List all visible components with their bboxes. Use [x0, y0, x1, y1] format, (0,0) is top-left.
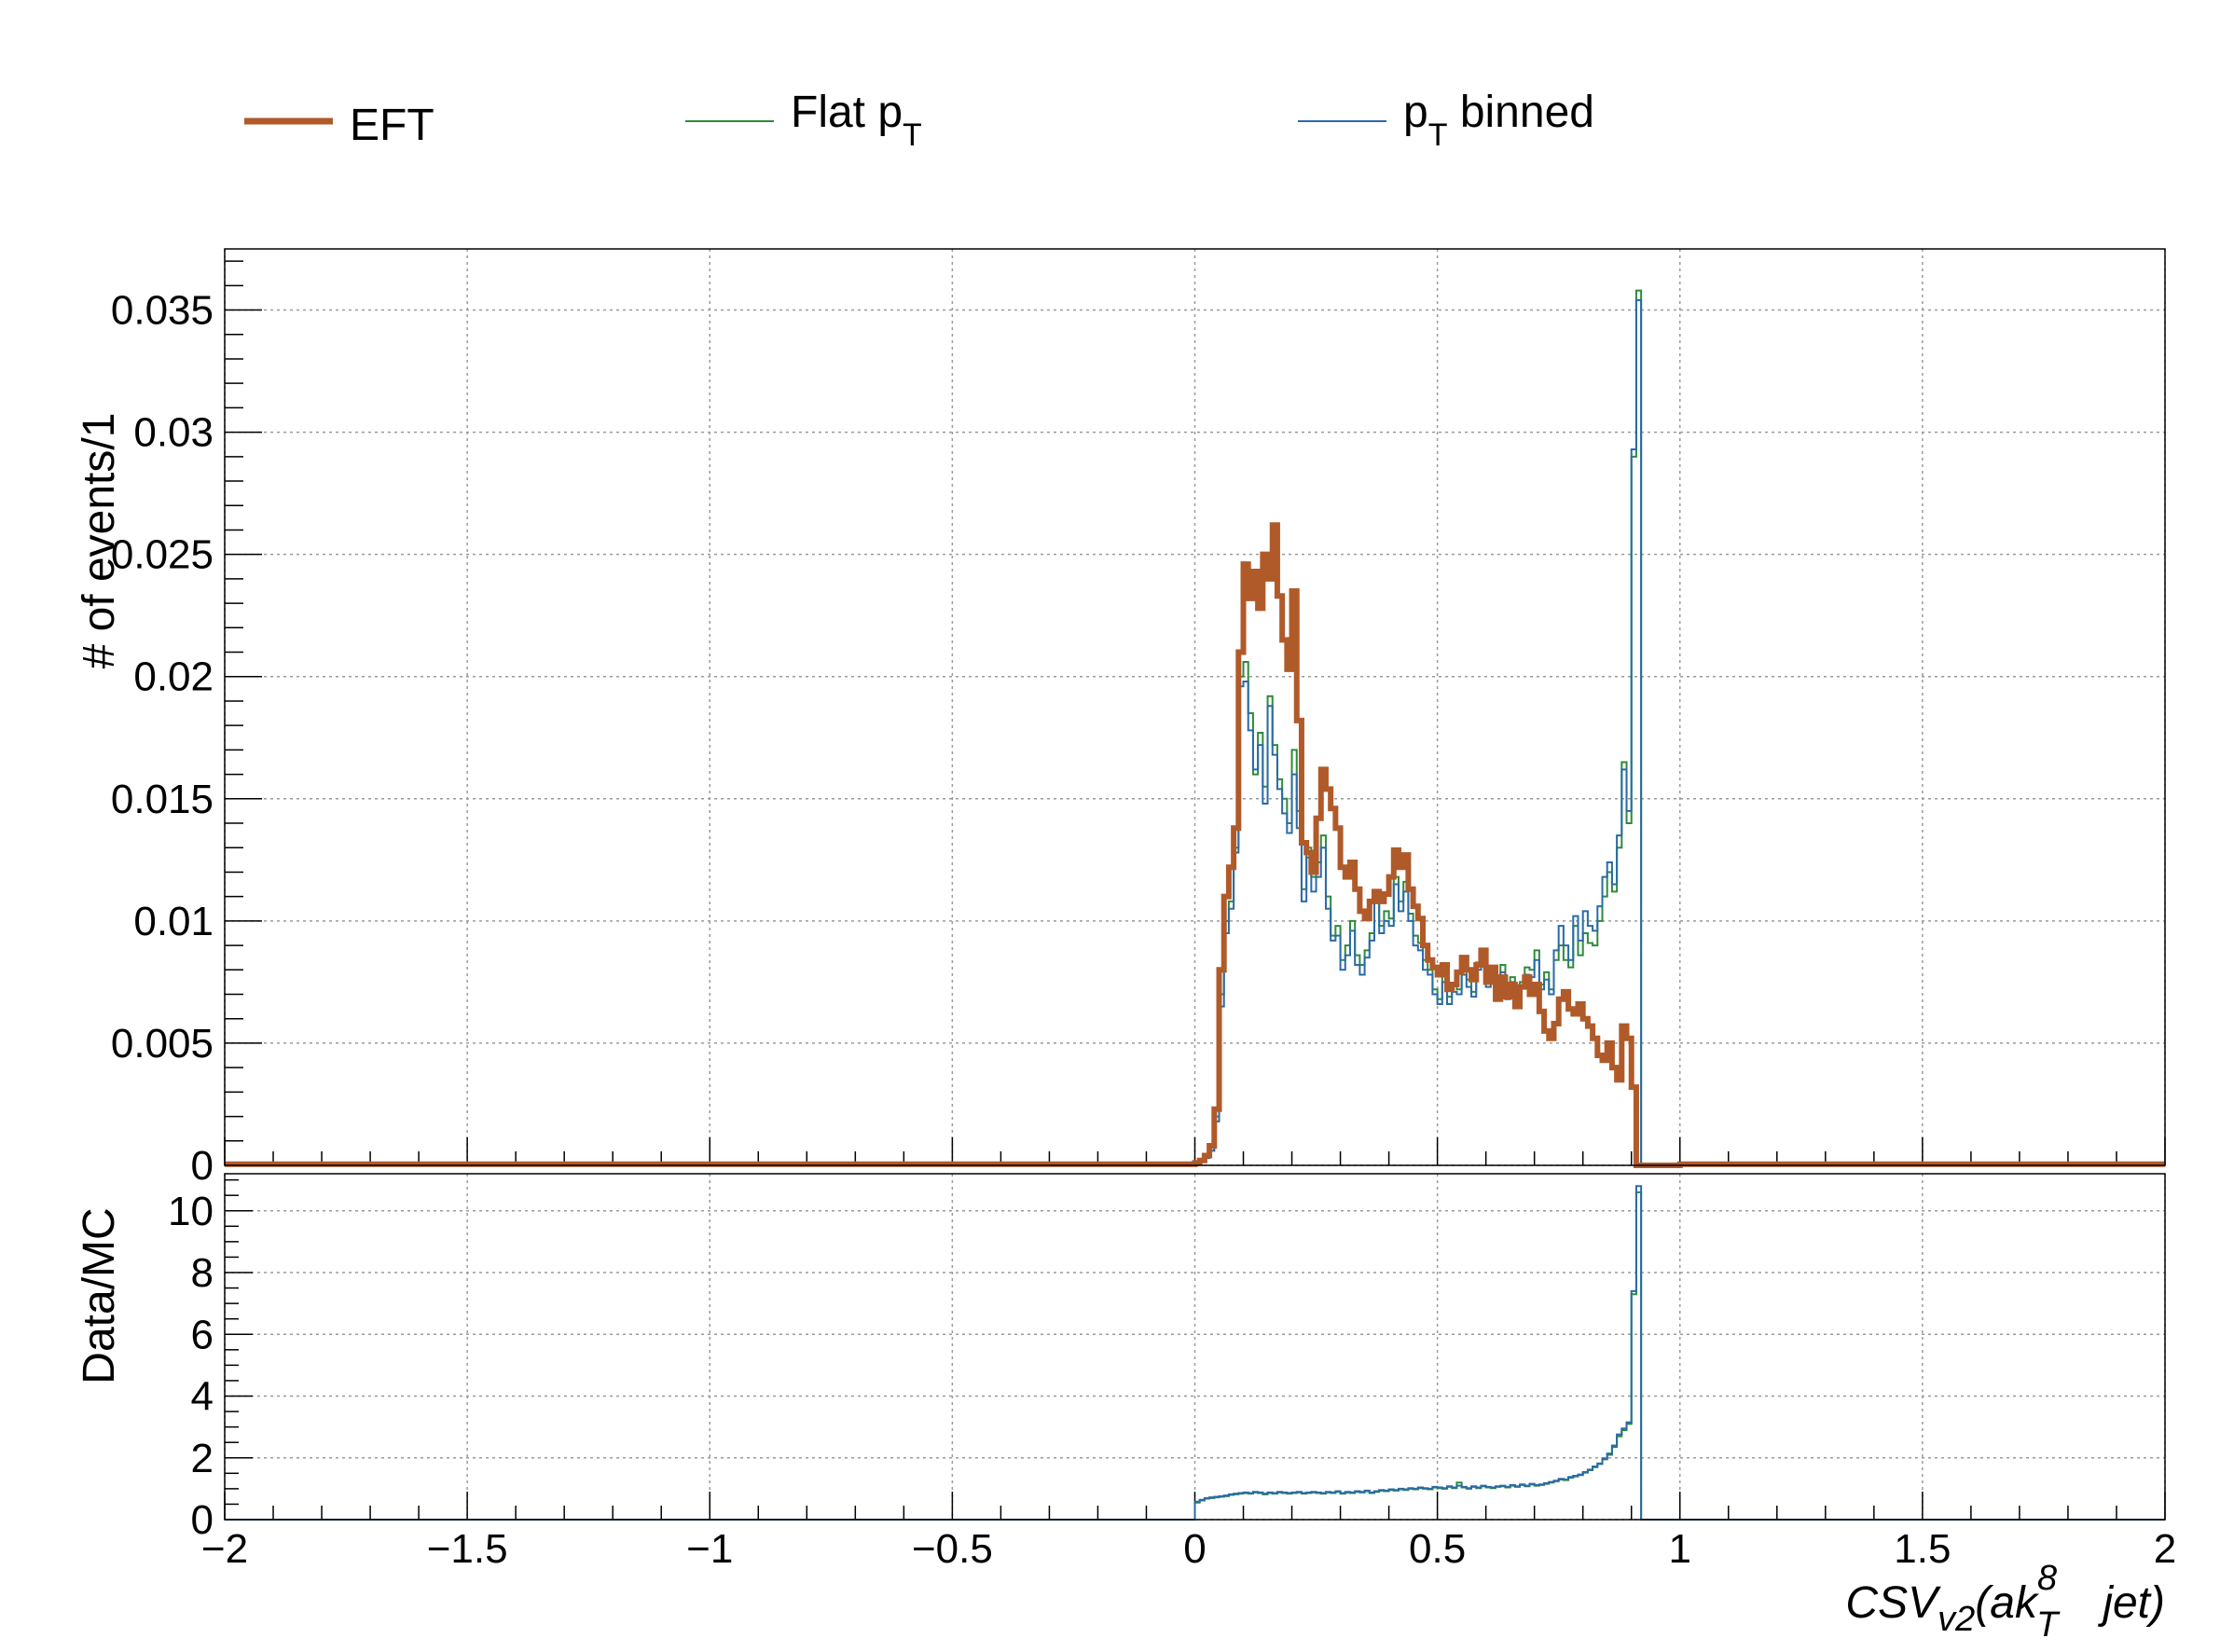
ratio-series-pt-binned	[225, 1185, 2165, 1521]
x-axis-title-end: jet)	[2097, 1578, 2165, 1628]
y-tick-label: 0.03	[133, 410, 214, 456]
x-tick-label: −1	[686, 1526, 733, 1572]
x-axis-title-main: CSV	[1845, 1578, 1941, 1628]
x-axis-title-sup: 8	[2037, 1559, 2057, 1598]
legend-entry-flat-pt: Flat pT	[685, 88, 922, 153]
legend: EFT Flat pT pT binned	[244, 88, 1594, 153]
y-tick-label: 0.015	[111, 777, 214, 822]
legend-label-flat-pt: Flat p	[791, 88, 903, 137]
ratio-plot-series	[225, 1185, 2165, 1521]
y-tick-label: 4	[191, 1374, 214, 1420]
x-tick-label: 1.5	[1894, 1526, 1951, 1572]
y-tick-label: 0	[191, 1497, 214, 1543]
y-tick-label: 6	[191, 1312, 214, 1357]
y-tick-label: 10	[168, 1189, 214, 1234]
x-axis-title-mid: (ak	[1975, 1578, 2040, 1628]
legend-label-pt-binned-sub: T	[1428, 117, 1448, 153]
series-eft	[225, 522, 2165, 1168]
x-tick-labels: −2 −1.5 −1 −0.5 0 0.5 1 1.5 2	[201, 1526, 2176, 1572]
y-tick-label: 0	[191, 1143, 214, 1189]
svg-text:Flat pT: Flat pT	[791, 88, 922, 153]
main-plot-y-tick-labels: 0 0.005 0.01 0.015 0.02 0.025 0.03 0.035	[111, 288, 214, 1189]
ratio-plot-y-axis-title: Data/MC	[75, 1207, 124, 1384]
y-tick-label: 0.01	[133, 899, 214, 944]
legend-entry-eft: EFT	[244, 101, 434, 150]
main-plot-panel: 0 0.005 0.01 0.015 0.02 0.025 0.03 0.035 # of e…	[75, 248, 2166, 1189]
y-tick-label: 0.02	[133, 654, 214, 700]
x-axis-title-sub: v2	[1938, 1600, 1975, 1639]
y-tick-label: 0.035	[111, 288, 214, 334]
x-tick-label: −2	[201, 1526, 248, 1572]
x-tick-label: 2	[2154, 1526, 2176, 1572]
x-axis-title-sub2: T	[2036, 1605, 2061, 1645]
y-tick-label: 0.005	[111, 1021, 214, 1067]
x-tick-label: 0.5	[1409, 1526, 1466, 1572]
legend-label-pt-binned-rest: binned	[1447, 88, 1593, 137]
main-plot-frame	[224, 248, 2166, 1166]
y-tick-label: 8	[191, 1250, 214, 1296]
y-tick-label: 0.025	[111, 532, 214, 578]
y-tick-label: 2	[191, 1436, 214, 1481]
ratio-plot-frame	[224, 1173, 2166, 1521]
legend-label-flat-pt-sub: T	[903, 117, 922, 153]
x-tick-label: −0.5	[912, 1526, 993, 1572]
x-tick-label: 0	[1183, 1526, 1206, 1572]
x-tick-label: 1	[1669, 1526, 1691, 1572]
legend-entry-pt-binned: pT binned	[1298, 88, 1594, 153]
main-plot-y-axis-title: # of events/1	[75, 413, 124, 669]
x-tick-label: −1.5	[427, 1526, 508, 1572]
ratio-plot-panel: 0 2 4 6 8 10 −2 −1.5 −1 −0.5 0 0.5 1 1.5 2 Data/MC CS…	[75, 1173, 2176, 1645]
main-plot-ticks	[224, 260, 2166, 1166]
ratio-plot-y-tick-labels: 0 2 4 6 8 10	[168, 1189, 214, 1543]
svg-text:pT binned: pT binned	[1403, 88, 1594, 153]
legend-label-eft: EFT	[350, 101, 434, 150]
legend-label-pt-binned: p	[1403, 88, 1428, 137]
main-plot-series	[225, 289, 2165, 1168]
series-pt-binned	[225, 299, 2165, 1166]
